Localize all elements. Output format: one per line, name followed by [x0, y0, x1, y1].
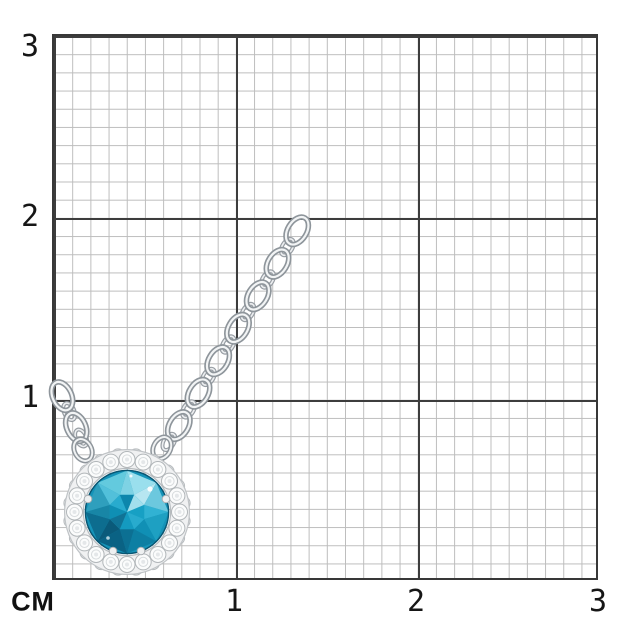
x-axis-label-2: 2 — [406, 584, 426, 619]
x-axis-label-3: 3 — [588, 584, 608, 619]
necklace-chain — [47, 213, 313, 455]
y-axis-label-3: 3 — [20, 29, 40, 64]
y-axis-label-2: 2 — [20, 199, 40, 234]
x-axis-label-1: 1 — [224, 584, 244, 619]
unit-label-cm: СМ — [11, 586, 55, 617]
pendant — [63, 434, 191, 576]
diamond-halo — [63, 448, 191, 576]
y-axis-label-1: 1 — [20, 380, 40, 415]
blue-topaz-gem — [84, 469, 170, 555]
